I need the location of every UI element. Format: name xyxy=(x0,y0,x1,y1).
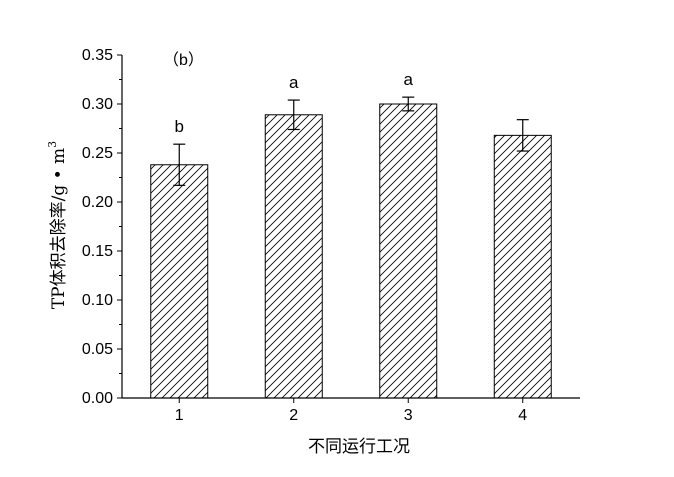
bar xyxy=(493,134,552,399)
significance-label: a xyxy=(404,70,414,89)
significance-label: b xyxy=(175,117,184,136)
y-tick-label: 0.00 xyxy=(82,390,113,407)
svg-text:TP体积去除率/g • m3: TP体积去除率/g • m3 xyxy=(46,141,69,309)
y-tick-label: 0.20 xyxy=(82,194,113,211)
y-tick-label: 0.10 xyxy=(82,292,113,309)
y-axis-title-superscript: 3 xyxy=(46,141,59,148)
y-tick-label: 0.25 xyxy=(82,145,113,162)
y-axis-title: TP体积去除率/g • m3 xyxy=(46,141,69,309)
y-tick-label: 0.05 xyxy=(82,341,113,358)
bar xyxy=(150,164,209,399)
x-tick-label: 2 xyxy=(289,407,298,424)
x-tick-label: 4 xyxy=(518,407,527,424)
significance-label: a xyxy=(289,73,299,92)
bar xyxy=(379,103,438,399)
bar xyxy=(264,114,323,399)
panel-label: （b） xyxy=(163,51,204,69)
x-axis-title: 不同运行工况 xyxy=(308,437,410,457)
y-tick-label: 0.35 xyxy=(82,47,113,64)
y-tick-label: 0.30 xyxy=(82,96,113,113)
y-tick-label: 0.15 xyxy=(82,243,113,260)
x-tick-label: 3 xyxy=(404,407,413,424)
y-axis-title-main: TP体积去除率/g • m xyxy=(49,148,69,309)
x-tick-label: 1 xyxy=(175,407,184,424)
plot-area: 0.00 0.05 0.10 0.15 0.20 0.25 0.30 0.35 b 1 a 2 a 3 4 xyxy=(82,47,580,424)
